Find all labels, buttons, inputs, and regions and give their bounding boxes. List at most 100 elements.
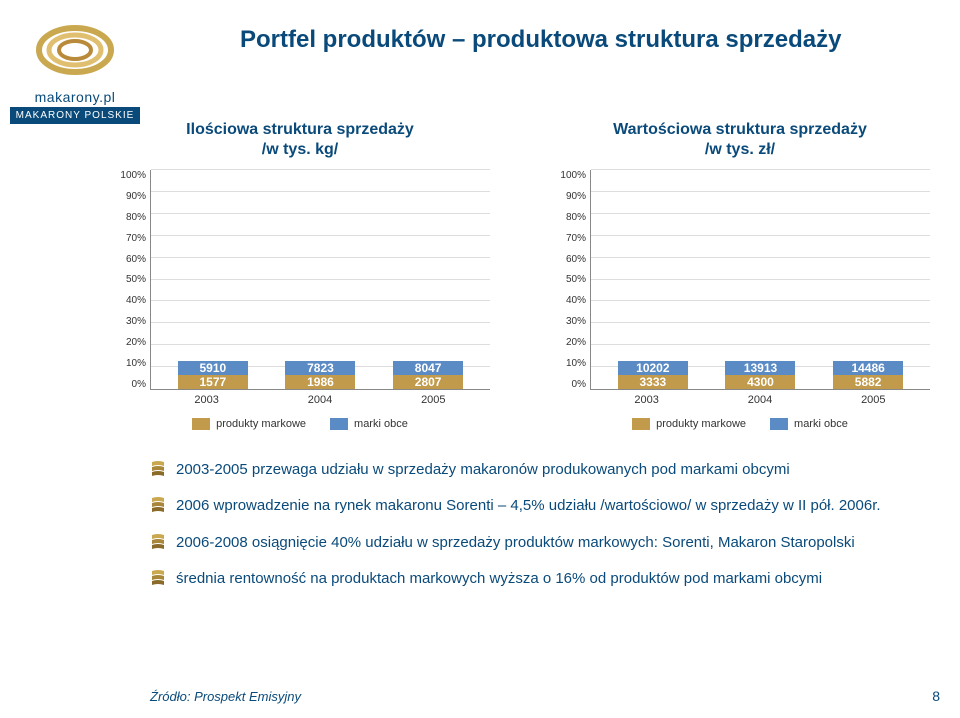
bullets-list: 2003-2005 przewaga udziału w sprzedaży m… bbox=[150, 460, 910, 605]
bar-segment-produkty-markowe: 3333 bbox=[618, 375, 688, 389]
ytick-label: 20% bbox=[550, 337, 586, 348]
xtick-label: 2004 bbox=[285, 394, 355, 406]
chart-quantity-plot: 59101577 78231986 80472807 bbox=[150, 170, 490, 390]
bullet-item: średnia rentowność na produktach markowy… bbox=[150, 569, 910, 593]
legend-label-markowe: produkty markowe bbox=[656, 418, 746, 430]
gridline bbox=[591, 235, 930, 236]
bar-segment-marki-obce: 8047 bbox=[393, 361, 463, 375]
charts-row: Ilościowa struktura sprzedaży /w tys. kg… bbox=[110, 120, 930, 430]
ytick-label: 0% bbox=[110, 379, 146, 390]
bar-column: 78231986 bbox=[285, 361, 355, 389]
gridline bbox=[151, 213, 490, 214]
gridline bbox=[591, 279, 930, 280]
brand-logo: makarony.pl MAKARONY POLSKIE bbox=[10, 20, 140, 124]
legend-item-obce: marki obce bbox=[770, 418, 848, 430]
gridline bbox=[151, 169, 490, 170]
bullet-text: średnia rentowność na produktach markowy… bbox=[176, 569, 822, 593]
chart-quantity-legend: produkty markowe marki obce bbox=[110, 418, 490, 430]
legend-label-markowe: produkty markowe bbox=[216, 418, 306, 430]
chart-value-legend: produkty markowe marki obce bbox=[550, 418, 930, 430]
chart-quantity-title-l2: /w tys. kg/ bbox=[262, 141, 338, 158]
ytick-label: 40% bbox=[550, 295, 586, 306]
ytick-label: 0% bbox=[550, 379, 586, 390]
chart-value-area: 0% 10% 20% 30% 40% 50% 60% 70% 80% 90% 100% 102023… bbox=[550, 170, 930, 390]
ytick-label: 60% bbox=[110, 254, 146, 265]
ytick-label: 10% bbox=[550, 358, 586, 369]
legend-item-obce: marki obce bbox=[330, 418, 408, 430]
bar-segment-marki-obce: 5910 bbox=[178, 361, 248, 375]
ytick-label: 10% bbox=[110, 358, 146, 369]
bar-column: 80472807 bbox=[393, 361, 463, 389]
bar-column: 144865882 bbox=[833, 361, 903, 389]
xtick-label: 2003 bbox=[172, 394, 242, 406]
logo-swirl-icon bbox=[30, 20, 120, 80]
gridline bbox=[151, 257, 490, 258]
ytick-label: 70% bbox=[550, 233, 586, 244]
bullet-item: 2003-2005 przewaga udziału w sprzedaży m… bbox=[150, 460, 910, 484]
bullet-pasta-icon bbox=[150, 496, 166, 520]
bullet-text: 2006 wprowadzenie na rynek makaronu Sore… bbox=[176, 496, 881, 520]
bar-column: 102023333 bbox=[618, 361, 688, 389]
bar-segment-marki-obce: 14486 bbox=[833, 361, 903, 375]
bullet-item: 2006-2008 osiągnięcie 40% udziału w sprz… bbox=[150, 533, 910, 557]
xtick-label: 2005 bbox=[838, 394, 908, 406]
ytick-label: 90% bbox=[110, 191, 146, 202]
ytick-label: 50% bbox=[550, 274, 586, 285]
page-title: Portfel produktów – produktowa struktura… bbox=[240, 26, 841, 54]
swatch-markowe-icon bbox=[192, 418, 210, 430]
chart-value-plot: 102023333 139134300 144865882 bbox=[590, 170, 930, 390]
ytick-label: 40% bbox=[110, 295, 146, 306]
ytick-label: 80% bbox=[110, 212, 146, 223]
bar-segment-produkty-markowe: 1577 bbox=[178, 375, 248, 389]
ytick-label: 90% bbox=[550, 191, 586, 202]
gridline bbox=[591, 322, 930, 323]
chart-value-title-l2: /w tys. zł/ bbox=[705, 141, 775, 158]
chart-quantity-title-l1: Ilościowa struktura sprzedaży bbox=[186, 121, 414, 138]
bullet-pasta-icon bbox=[150, 533, 166, 557]
bullet-text: 2006-2008 osiągnięcie 40% udziału w sprz… bbox=[176, 533, 855, 557]
bar-column: 139134300 bbox=[725, 361, 795, 389]
gridline bbox=[151, 344, 490, 345]
ytick-label: 30% bbox=[110, 316, 146, 327]
gridline bbox=[591, 213, 930, 214]
chart-value-title-l1: Wartościowa struktura sprzedaży bbox=[613, 121, 867, 138]
bullet-pasta-icon bbox=[150, 460, 166, 484]
legend-item-markowe: produkty markowe bbox=[192, 418, 306, 430]
bar-segment-produkty-markowe: 1986 bbox=[285, 375, 355, 389]
gridline bbox=[591, 191, 930, 192]
xtick-label: 2004 bbox=[725, 394, 795, 406]
chart-value-yaxis: 0% 10% 20% 30% 40% 50% 60% 70% 80% 90% 100% bbox=[550, 170, 590, 390]
bar-segment-marki-obce: 10202 bbox=[618, 361, 688, 375]
ytick-label: 80% bbox=[550, 212, 586, 223]
gridline bbox=[151, 235, 490, 236]
chart-quantity-area: 0% 10% 20% 30% 40% 50% 60% 70% 80% 90% 100% 591015… bbox=[110, 170, 490, 390]
legend-label-obce: marki obce bbox=[354, 418, 408, 430]
gridline bbox=[151, 279, 490, 280]
chart-quantity-title: Ilościowa struktura sprzedaży /w tys. kg… bbox=[110, 120, 490, 160]
ytick-label: 30% bbox=[550, 316, 586, 327]
ytick-label: 50% bbox=[110, 274, 146, 285]
gridline bbox=[591, 300, 930, 301]
ytick-label: 100% bbox=[110, 170, 146, 181]
ytick-label: 70% bbox=[110, 233, 146, 244]
legend-item-markowe: produkty markowe bbox=[632, 418, 746, 430]
gridline bbox=[591, 169, 930, 170]
ytick-label: 20% bbox=[110, 337, 146, 348]
ytick-label: 100% bbox=[550, 170, 586, 181]
bar-segment-produkty-markowe: 2807 bbox=[393, 375, 463, 389]
gridline bbox=[151, 191, 490, 192]
bar-column: 59101577 bbox=[178, 361, 248, 389]
swatch-obce-icon bbox=[330, 418, 348, 430]
ytick-label: 60% bbox=[550, 254, 586, 265]
chart-value-title: Wartościowa struktura sprzedaży /w tys. … bbox=[550, 120, 930, 160]
gridline bbox=[591, 257, 930, 258]
gridline bbox=[591, 344, 930, 345]
swatch-markowe-icon bbox=[632, 418, 650, 430]
chart-value: Wartościowa struktura sprzedaży /w tys. … bbox=[550, 120, 930, 430]
bar-segment-marki-obce: 7823 bbox=[285, 361, 355, 375]
swatch-obce-icon bbox=[770, 418, 788, 430]
chart-quantity-xlabels: 200320042005 bbox=[110, 394, 490, 406]
bullet-text: 2003-2005 przewaga udziału w sprzedaży m… bbox=[176, 460, 790, 484]
xtick-label: 2003 bbox=[612, 394, 682, 406]
bullet-item: 2006 wprowadzenie na rynek makaronu Sore… bbox=[150, 496, 910, 520]
